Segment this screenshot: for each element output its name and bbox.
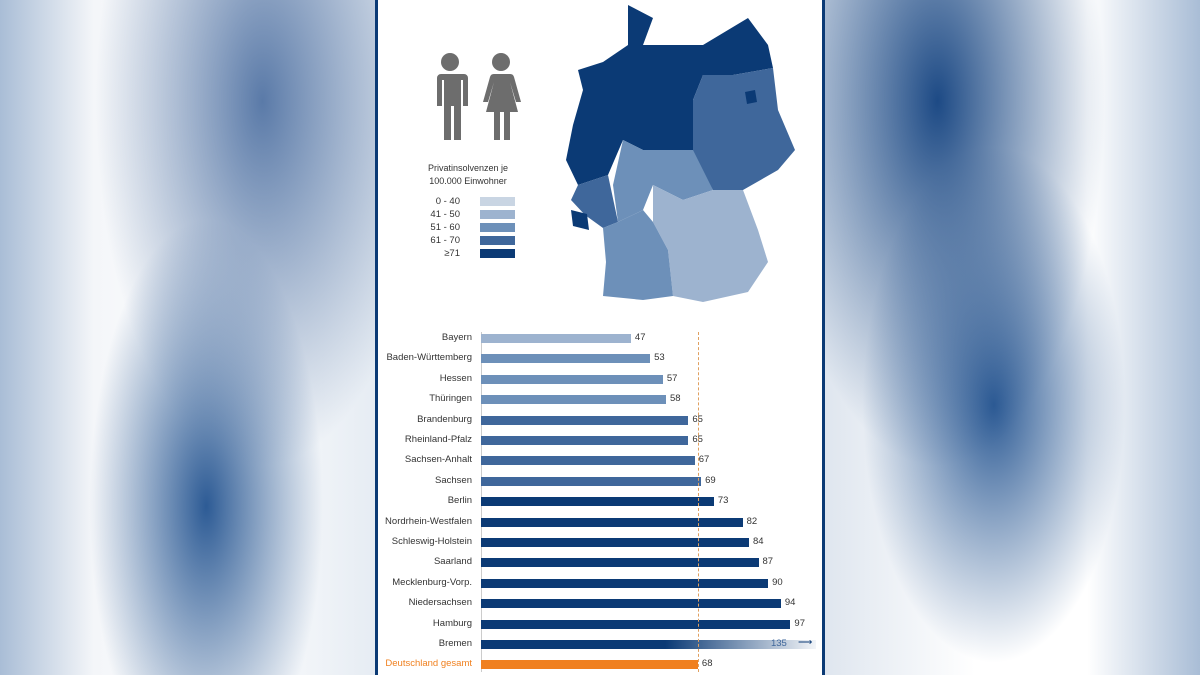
category-label: Brandenburg [417, 413, 472, 425]
bar [481, 334, 631, 343]
value-label: 57 [666, 372, 678, 384]
value-label: 47 [634, 332, 646, 343]
map-region-berlin [745, 90, 757, 104]
legend-item-label: ≥71 [444, 248, 460, 259]
value-label: 135 [770, 638, 787, 649]
legend-item: 41 - 50 [418, 209, 518, 220]
value-label: 73 [717, 495, 729, 507]
category-label: Schleswig-Holstein [391, 536, 472, 547]
category-label: Niedersachsen [408, 597, 472, 609]
value-label: 94 [784, 597, 796, 609]
total-label: Deutschland gesamt [385, 658, 472, 670]
legend-swatch [480, 210, 515, 219]
bar [481, 619, 791, 629]
bar [481, 395, 667, 405]
category-label: Bayern [441, 332, 472, 343]
bar [481, 456, 695, 466]
value-label: 90 [772, 576, 783, 588]
infographic-panel: Privatinsolvenzen je 100.000 Einwohner 0… [375, 0, 825, 675]
legend-item: 0 - 40 [418, 196, 518, 207]
category-label: Mecklenburg-Vorp. [392, 576, 472, 588]
category-label: Baden-Württemberg [386, 352, 472, 364]
value-label: 65 [692, 413, 703, 425]
total-value-label: 68 [701, 658, 713, 670]
category-label: Sachsen [435, 474, 472, 486]
value-label: 69 [705, 474, 716, 486]
bar [481, 599, 781, 609]
bar [481, 436, 689, 445]
category-label: Hessen [439, 372, 472, 384]
category-label: Saarland [433, 556, 472, 568]
category-label: Berlin [447, 495, 472, 507]
map-region-north-west [566, 5, 773, 185]
legend-item: 61 - 70 [418, 235, 518, 246]
bar [481, 578, 769, 588]
legend-title-line1: Privatinsolvenzen je [427, 163, 509, 173]
reference-line [697, 332, 699, 672]
value-label: 84 [752, 536, 764, 547]
overflow-arrow-icon: ⟶ [797, 637, 813, 648]
legend-item-label: 61 - 70 [430, 235, 460, 246]
value-label: 58 [670, 393, 681, 405]
legend-item: 51 - 60 [418, 222, 518, 233]
legend-item: ≥71 [418, 248, 518, 259]
woman-icon [483, 53, 521, 140]
legend-swatch [480, 249, 515, 258]
bar [481, 354, 651, 364]
bar [481, 640, 816, 649]
people-icons [436, 53, 521, 140]
value-label: 67 [698, 454, 710, 466]
bar [481, 476, 702, 486]
map-region-rheinland-pfalz [571, 175, 618, 228]
value-label: 82 [746, 515, 758, 527]
legend-item-label: 51 - 60 [430, 222, 460, 233]
bar [481, 517, 743, 527]
legend-item-label: 0 - 40 [435, 196, 460, 207]
value-label: 53 [654, 352, 665, 364]
legend-item-label: 41 - 50 [430, 209, 460, 220]
total-bar [481, 660, 698, 670]
category-label: Nordrhein-Westfalen [385, 515, 472, 527]
germany-map [566, 5, 795, 302]
map-region-saarland [571, 210, 589, 230]
legend-title: Privatinsolvenzen je 100.000 Einwohner [418, 162, 518, 188]
map-region-east [693, 68, 795, 190]
category-label: Sachsen-Anhalt [404, 454, 472, 466]
legend-swatch [480, 197, 515, 206]
value-label: 87 [762, 556, 774, 568]
bar [481, 497, 714, 507]
map-region-bayern [653, 185, 768, 302]
background-right [825, 0, 1200, 675]
map-region-baden-wuerttemberg [603, 210, 673, 300]
category-label: Bremen [438, 638, 472, 649]
category-label: Thüringen [429, 393, 472, 405]
man-icon [436, 53, 468, 140]
legend-title-line2: 100.000 Einwohner [429, 176, 507, 186]
bar [481, 538, 749, 547]
value-label: 65 [692, 434, 703, 445]
map-region-hessen-thueringen [613, 140, 713, 222]
category-label: Hamburg [432, 617, 472, 629]
value-label: 97 [794, 617, 805, 629]
bar [481, 558, 759, 568]
bar [481, 374, 663, 384]
legend-swatch [480, 223, 515, 232]
category-label: Rheinland-Pfalz [404, 434, 472, 445]
legend-swatch [480, 236, 515, 245]
bar [481, 415, 689, 425]
background-left [0, 0, 375, 675]
